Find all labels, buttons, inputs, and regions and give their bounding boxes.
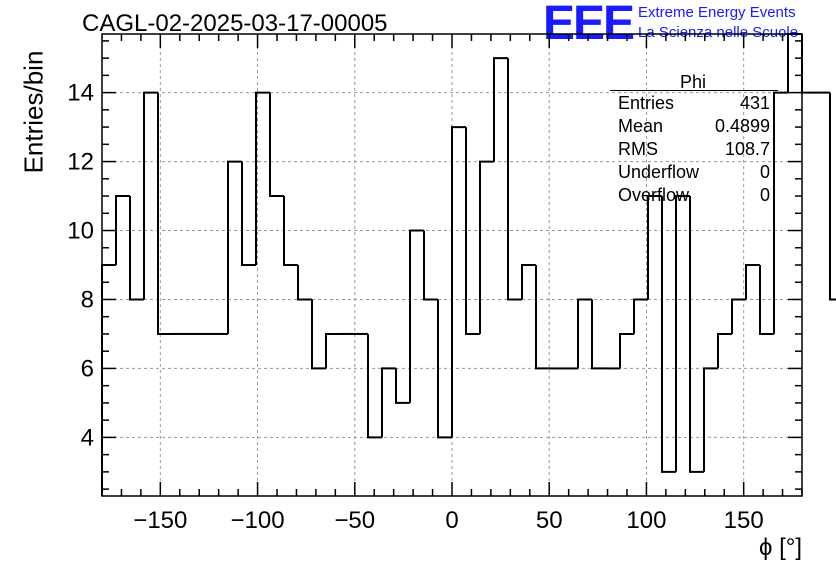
y-tick-label: 14 bbox=[67, 80, 94, 107]
histogram-bin bbox=[227, 160, 242, 334]
histogram-bin bbox=[577, 298, 592, 369]
stats-row-entries: Entries 431 bbox=[618, 93, 770, 115]
stats-value: 0 bbox=[759, 162, 770, 182]
logo-caption-line1: Extreme Energy Events bbox=[638, 4, 796, 21]
histogram-bin bbox=[451, 126, 466, 438]
histogram-bin bbox=[115, 195, 130, 265]
histogram-bin bbox=[661, 196, 676, 473]
stats-label: Mean bbox=[618, 116, 664, 136]
histogram-bin bbox=[241, 161, 256, 266]
histogram-bin bbox=[787, 33, 802, 93]
x-tick-label: 0 bbox=[445, 507, 458, 534]
histogram-bin bbox=[143, 91, 158, 300]
stats-label: Entries bbox=[618, 93, 675, 113]
y-tick-label: 6 bbox=[81, 355, 94, 382]
stats-value: 0.4899 bbox=[714, 116, 770, 136]
y-tick-label: 12 bbox=[67, 149, 94, 176]
histogram-bin bbox=[703, 367, 718, 472]
histogram-bin bbox=[409, 229, 424, 403]
histogram-bin bbox=[759, 265, 774, 335]
stats-row-underflow: Underflow 0 bbox=[618, 162, 770, 184]
logo-caption-line2: La Scienza nelle Scuole bbox=[638, 24, 799, 41]
stats-title: Phi bbox=[680, 72, 707, 92]
y-axis-label: Entries/bin bbox=[18, 50, 49, 174]
histogram-bin bbox=[283, 196, 298, 266]
stats-value: 108.7 bbox=[724, 139, 770, 159]
x-tick-label: −100 bbox=[231, 507, 285, 534]
histogram-bin bbox=[311, 299, 326, 370]
stats-divider bbox=[610, 90, 778, 91]
histogram-bin bbox=[381, 367, 396, 438]
histogram-bin bbox=[395, 368, 410, 404]
histogram-bin bbox=[423, 230, 438, 301]
histogram-bin bbox=[745, 264, 760, 300]
x-axis-label: ϕ [°] bbox=[758, 534, 802, 561]
axis-ticks bbox=[102, 34, 803, 496]
y-tick-label: 8 bbox=[81, 286, 94, 313]
histogram-bin bbox=[535, 265, 550, 370]
histogram-bin bbox=[269, 92, 284, 198]
histogram-bin bbox=[465, 127, 480, 335]
histogram-bin bbox=[675, 195, 690, 472]
histogram-bin bbox=[591, 299, 606, 370]
run-title: CAGL-02-2025-03-17-00005 bbox=[82, 10, 388, 37]
histogram-bars bbox=[101, 33, 836, 496]
axis-tick-labels: −150 −100 −50 0 50 100 150 4 6 8 10 12 14 bbox=[67, 80, 763, 534]
eee-logo: EEE bbox=[543, 0, 635, 50]
histogram-bin bbox=[297, 265, 312, 301]
histogram-bin bbox=[521, 264, 536, 300]
histogram-bin bbox=[773, 91, 788, 334]
x-tick-label: −50 bbox=[334, 507, 375, 534]
stats-row-rms: RMS 108.7 bbox=[618, 139, 770, 161]
y-tick-label: 10 bbox=[67, 218, 94, 245]
stats-label: RMS bbox=[618, 139, 658, 159]
stats-row-mean: Mean 0.4899 bbox=[618, 116, 770, 138]
histogram-bin bbox=[717, 332, 732, 369]
x-tick-label: −150 bbox=[133, 507, 187, 534]
histogram-bin bbox=[829, 92, 836, 301]
x-tick-label: 50 bbox=[536, 507, 563, 534]
histogram-bin bbox=[325, 332, 340, 369]
histogram-bin bbox=[619, 332, 634, 369]
stats-row-overflow: Overflow 0 bbox=[618, 185, 770, 207]
x-tick-label: 150 bbox=[724, 507, 764, 534]
stats-value: 0 bbox=[759, 185, 770, 205]
histogram-bin bbox=[479, 160, 494, 334]
histogram-bin bbox=[493, 57, 508, 162]
histogram-bin bbox=[689, 196, 704, 473]
stats-label: Underflow bbox=[618, 162, 700, 182]
histogram-bin bbox=[255, 91, 270, 265]
histogram-bin bbox=[647, 195, 662, 300]
x-tick-label: 100 bbox=[626, 507, 666, 534]
histogram-bin bbox=[367, 333, 382, 439]
stats-label: Overflow bbox=[618, 185, 690, 205]
histogram-bin bbox=[633, 298, 648, 334]
histogram-bin bbox=[129, 196, 144, 301]
y-tick-label: 4 bbox=[81, 424, 94, 451]
histogram-bin bbox=[801, 34, 816, 94]
histogram-bin bbox=[437, 299, 452, 439]
stats-value: 431 bbox=[739, 93, 770, 113]
histogram-bin bbox=[507, 58, 522, 301]
histogram-bin bbox=[731, 298, 746, 334]
histogram-bin bbox=[157, 92, 172, 335]
